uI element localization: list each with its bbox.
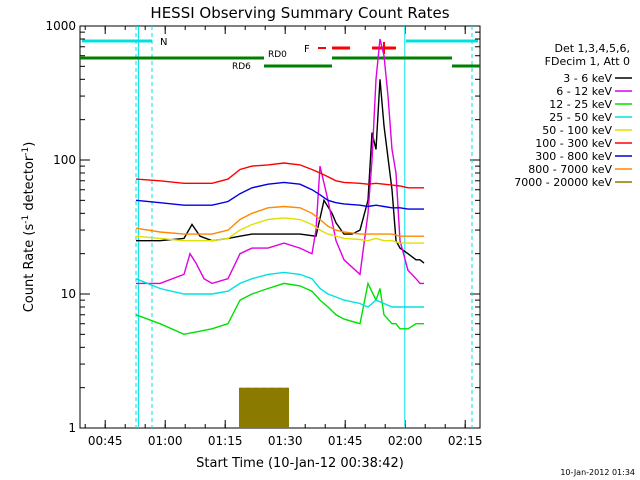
legend-header-1: Det 1,3,4,5,6, [554, 42, 630, 55]
x-tick-label: 00:45 [88, 434, 123, 448]
x-axis-label: Start Time (10-Jan-12 00:38:42) [196, 456, 404, 471]
y-tick-label: 10 [61, 287, 76, 301]
y-label-close: ) [22, 142, 37, 147]
x-tick-label: 01:15 [208, 434, 243, 448]
series-4-line [135, 271, 424, 308]
x-tick-label: 01:00 [148, 434, 183, 448]
y-tick-label: 100 [53, 153, 76, 167]
plot-frame [79, 25, 481, 429]
y-tick-label: 1000 [45, 19, 76, 33]
date-stamp: 10-Jan-2012 01:34 [560, 468, 635, 477]
legend-label-2: 6 - 12 keV [556, 85, 612, 98]
x-tick-label: 01:45 [328, 434, 363, 448]
y-label-tail: detector [22, 155, 37, 215]
series-7-line [135, 181, 424, 210]
y-tick-label: 1 [68, 421, 76, 435]
chart-title: HESSI Observing Summary Count Rates [150, 4, 449, 22]
flare-label: F [304, 44, 310, 55]
x-tick-label: 02:15 [448, 434, 483, 448]
y-axis-label: Count Rate (s-1 detector-1) [21, 142, 37, 313]
legend-label-4: 25 - 50 keV [549, 111, 612, 124]
x-tick-label: 01:30 [268, 434, 303, 448]
legend-label-7: 300 - 800 keV [535, 150, 612, 163]
series-group [135, 38, 425, 428]
night-label: N [160, 37, 167, 48]
series-2-line [136, 38, 424, 285]
series-8-line [135, 205, 424, 237]
series-6-line [135, 162, 424, 189]
series-9-fill [240, 387, 288, 428]
y-label-sup1: -1 [21, 215, 31, 224]
plot-area: 1 10 100 1000 00:45 01:00 01:15 01:30 01:45 02:0… [45, 19, 482, 448]
rd0-label: RD0 [268, 50, 287, 60]
observing-flags: N F RD0 RD6 [80, 26, 480, 428]
legend-label-3: 12 - 25 keV [549, 98, 612, 111]
legend-label-8: 800 - 7000 keV [528, 163, 612, 176]
series-5-line [135, 217, 424, 244]
x-tick-label: 02:00 [388, 434, 423, 448]
legend-label-9: 7000 - 20000 keV [514, 176, 612, 189]
legend-label-6: 100 - 300 keV [535, 137, 612, 150]
legend-header-2: FDecim 1, Att 0 [545, 55, 630, 68]
series-3-line [135, 281, 424, 336]
y-label-sup2: -1 [21, 147, 31, 156]
y-label-main: Count Rate (s [22, 224, 37, 313]
y-axis-ticks: 1 10 100 1000 [45, 19, 480, 435]
series-1-line [136, 79, 425, 264]
rd6-label: RD6 [232, 62, 251, 72]
legend: Det 1,3,4,5,6, FDecim 1, Att 0 3 - 6 keV… [514, 42, 632, 189]
legend-label-1: 3 - 6 keV [563, 72, 612, 85]
legend-label-5: 50 - 100 keV [542, 124, 612, 137]
